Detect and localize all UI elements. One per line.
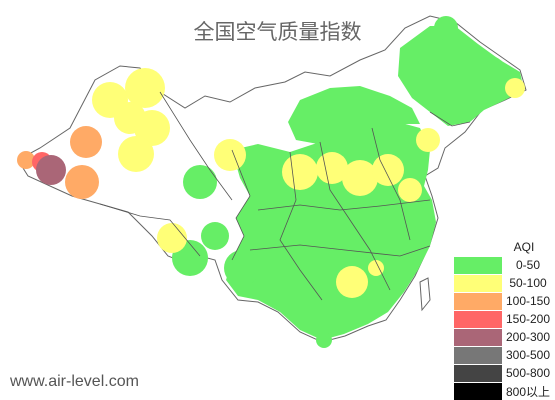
taiwan — [419, 277, 431, 312]
legend-swatch — [454, 382, 502, 400]
legend-label: 150-200 — [505, 312, 551, 326]
blob-orange-3 — [17, 151, 35, 169]
legend-label: 50-100 — [509, 276, 547, 290]
legend-label: 200-300 — [505, 330, 551, 344]
legend-item: 800以上 — [454, 382, 554, 400]
aqi-legend: AQI 0-50 50-100 100-150 150-200 200-300 300-5… — [454, 238, 554, 400]
blob-xj-2 — [125, 68, 165, 108]
yellow-regions — [92, 68, 525, 298]
legend-swatch — [454, 310, 502, 328]
legend-swatch — [454, 256, 502, 274]
blob-nc-4 — [372, 154, 404, 186]
legend-item: 200-300 — [454, 328, 554, 346]
blob-tibet-green-2 — [201, 222, 229, 250]
legend-item: 300-500 — [454, 346, 554, 364]
legend-item: 0-50 — [454, 256, 554, 274]
blob-nc-1 — [282, 154, 318, 190]
blob-orange-2 — [65, 165, 99, 199]
blob-ne-y — [505, 78, 525, 98]
legend-item: 150-200 — [454, 310, 554, 328]
blob-xj-4 — [134, 110, 170, 146]
map-title: 全国空气质量指数 — [193, 20, 362, 44]
legend-swatch — [454, 292, 502, 310]
blob-west-green — [183, 165, 217, 199]
blob-nc-6 — [416, 128, 440, 152]
blob-gs-1 — [214, 139, 246, 171]
region-inner-mongolia-green — [288, 86, 420, 144]
footer-url[interactable]: www.air-level.com — [10, 373, 139, 390]
blob-sc-2 — [368, 260, 384, 276]
orange-regions — [17, 126, 102, 199]
province-borders — [99, 91, 471, 301]
legend-item: 50-100 — [454, 274, 554, 292]
legend-swatch — [454, 346, 502, 364]
blob-hainan — [316, 332, 332, 348]
blob-ne-2 — [474, 56, 506, 88]
blob-sc-1 — [336, 266, 368, 298]
blob-xj-5 — [118, 136, 154, 172]
blob-nc-3 — [342, 160, 378, 196]
blob-nc-5 — [398, 178, 422, 202]
blob-sw-green — [224, 250, 260, 286]
blob-orange-1 — [70, 126, 102, 158]
blob-ne-top — [434, 16, 458, 40]
legend-item: 500-800 — [454, 364, 554, 382]
blob-mauve — [36, 155, 66, 185]
legend-label: 500-800 — [505, 366, 551, 380]
legend-swatch — [454, 328, 502, 346]
legend-title: AQI — [513, 240, 535, 254]
blob-ne-1 — [399, 50, 431, 82]
legend-label: 100-150 — [505, 294, 551, 308]
legend-swatch — [454, 364, 502, 382]
blob-xj-6 — [157, 223, 187, 253]
legend-label: 0-50 — [515, 258, 541, 272]
region-northeast-green — [398, 26, 524, 126]
legend-label: 300-500 — [505, 348, 551, 362]
legend-swatch — [454, 274, 502, 292]
legend-rows: 0-50 50-100 100-150 150-200 200-300 300-500 50… — [454, 256, 554, 400]
legend-item: 100-150 — [454, 292, 554, 310]
legend-label: 800以上 — [505, 384, 551, 399]
